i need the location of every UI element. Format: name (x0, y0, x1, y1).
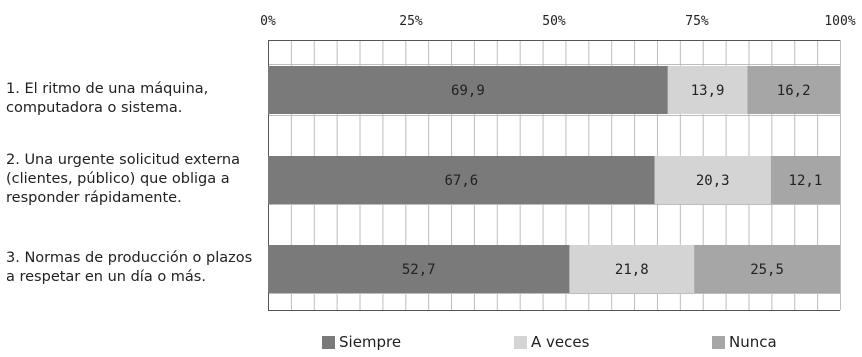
data-label: 16,2 (777, 83, 811, 99)
x-tick-label: 25% (399, 14, 423, 29)
legend-swatch (712, 335, 725, 349)
bar-a-veces (654, 156, 771, 204)
legend-label: Siempre (339, 333, 402, 351)
bar-a-veces (667, 66, 748, 114)
data-label: 69,9 (451, 83, 485, 99)
x-tick-label: 75% (685, 14, 709, 29)
bar-nunca (770, 156, 840, 204)
x-tick-label: 50% (542, 14, 566, 29)
legend-item: Siempre (322, 333, 401, 351)
data-label: 13,9 (691, 83, 725, 99)
bar-nunca (747, 66, 840, 114)
legend-label: Nunca (729, 333, 777, 351)
data-label: 67,6 (444, 173, 478, 189)
bar-siempre (268, 66, 668, 114)
data-label: 20,3 (696, 173, 730, 189)
legend-item: Nunca (712, 333, 777, 351)
legend-swatch (322, 335, 335, 349)
x-tick-label: 100% (824, 14, 855, 29)
legend-label: A veces (531, 333, 590, 351)
data-label: 12,1 (789, 173, 823, 189)
category-label: 1. El ritmo de una máquina, computadora … (6, 81, 209, 116)
category-label: 3. Normas de producción o plazos a respe… (6, 250, 253, 285)
data-label: 52,7 (402, 262, 436, 278)
legend-item: A veces (514, 333, 589, 351)
bar-a-veces (569, 245, 695, 293)
category-label: 2. Una urgente solicitud externa (client… (6, 152, 240, 206)
x-tick-label: 0% (260, 14, 276, 29)
legend-swatch (514, 335, 527, 349)
data-label: 25,5 (750, 262, 784, 278)
bar-nunca (694, 245, 840, 293)
legend: Siempre A veces Nunca (0, 333, 862, 355)
bar-siempre (268, 245, 570, 293)
data-label: 21,8 (615, 262, 649, 278)
bar-siempre (268, 156, 655, 204)
